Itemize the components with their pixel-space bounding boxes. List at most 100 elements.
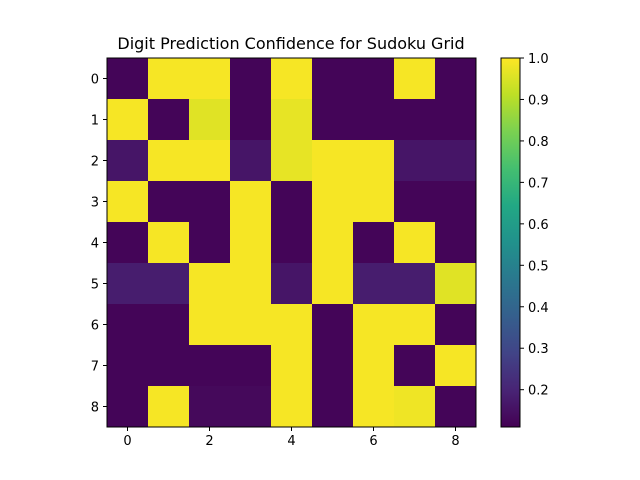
heatmap-cell [148, 140, 190, 182]
heatmap-cell [353, 222, 395, 264]
x-tick-label: 4 [287, 434, 295, 449]
heatmap-cell [353, 99, 395, 141]
heatmap-cell [312, 222, 354, 264]
colorbar-tick-label: 0.5 [528, 259, 549, 274]
heatmap-cell [394, 222, 436, 264]
heatmap-cell [230, 181, 272, 223]
heatmap-cell [394, 345, 436, 387]
heatmap-cell [353, 181, 395, 223]
x-tick-label: 0 [123, 434, 131, 449]
heatmap-cell [394, 181, 436, 223]
heatmap-cell [394, 140, 436, 182]
heatmap-cell [271, 304, 313, 346]
heatmap-cell [189, 140, 231, 182]
heatmap-cell [107, 99, 149, 141]
heatmap-cell [148, 181, 190, 223]
y-tick-label: 0 [91, 73, 99, 88]
heatmap-cell [435, 99, 477, 141]
heatmap-cell [107, 140, 149, 182]
heatmap-cell [353, 58, 395, 100]
heatmap-cell [107, 222, 149, 264]
colorbar-tick-label: 0.6 [528, 218, 549, 233]
heatmap-cell [312, 386, 354, 428]
heatmap-cell [312, 263, 354, 305]
y-tick-label: 5 [91, 278, 99, 293]
colorbar-tick-label: 0.2 [528, 384, 549, 399]
heatmap-cell [435, 58, 477, 100]
heatmap-cell [312, 345, 354, 387]
heatmap-cell [312, 58, 354, 100]
y-axis: 0 1 2 3 4 5 6 7 8 [91, 73, 107, 416]
heatmap-cell [107, 181, 149, 223]
y-tick-label: 7 [91, 360, 99, 375]
y-tick-label: 6 [91, 319, 99, 334]
heatmap-cell [394, 386, 436, 428]
heatmap-cell [189, 304, 231, 346]
x-axis: 0 2 4 6 8 [123, 427, 460, 449]
x-tick-label: 2 [205, 434, 213, 449]
y-tick-label: 1 [91, 114, 99, 129]
colorbar [500, 57, 521, 428]
heatmap-cell [189, 99, 231, 141]
heatmap-cell [435, 181, 477, 223]
heatmap-cell [148, 345, 190, 387]
heatmap-cell [394, 58, 436, 100]
heatmap-cell [230, 99, 272, 141]
heatmap-cell [394, 99, 436, 141]
heatmap-cell [271, 263, 313, 305]
heatmap-cell [230, 58, 272, 100]
heatmap-cell [148, 304, 190, 346]
heatmap-cells [107, 58, 477, 428]
heatmap-cell [230, 304, 272, 346]
heatmap-cell [271, 181, 313, 223]
heatmap-cell [148, 58, 190, 100]
heatmap-cell [271, 345, 313, 387]
heatmap-cell [353, 304, 395, 346]
heatmap-cell [435, 222, 477, 264]
heatmap-cell [353, 140, 395, 182]
heatmap-cell [353, 263, 395, 305]
heatmap-cell [394, 304, 436, 346]
heatmap-cell [271, 140, 313, 182]
heatmap-cell [435, 345, 477, 387]
chart-title: Digit Prediction Confidence for Sudoku G… [117, 34, 464, 53]
colorbar-ticks: 0.2 0.3 0.4 0.5 0.6 0.7 0.8 0.9 1.0 [520, 52, 549, 399]
heatmap-cell [107, 58, 149, 100]
heatmap-cell [107, 386, 149, 428]
colorbar-tick-label: 0.8 [528, 135, 549, 150]
heatmap-cell [312, 99, 354, 141]
heatmap-cell [189, 222, 231, 264]
colorbar-tick-label: 0.4 [528, 301, 549, 316]
heatmap-cell [435, 263, 477, 305]
heatmap-cell [107, 263, 149, 305]
heatmap-cell [312, 140, 354, 182]
heatmap-cell [435, 140, 477, 182]
colorbar-tick-label: 0.9 [528, 93, 549, 108]
y-tick-label: 8 [91, 401, 99, 416]
y-tick-label: 3 [91, 196, 99, 211]
heatmap-cell [353, 386, 395, 428]
heatmap-cell [271, 99, 313, 141]
heatmap-cell [230, 263, 272, 305]
heatmap-cell [230, 345, 272, 387]
heatmap-cell [189, 263, 231, 305]
x-tick-label: 6 [369, 434, 377, 449]
heatmap-cell [148, 99, 190, 141]
y-tick-label: 4 [91, 237, 99, 252]
heatmap-cell [312, 181, 354, 223]
heatmap-cell [312, 304, 354, 346]
heatmap-cell [230, 386, 272, 428]
heatmap-cell [271, 222, 313, 264]
heatmap-cell [230, 140, 272, 182]
y-tick-label: 2 [91, 155, 99, 170]
x-tick-label: 8 [451, 434, 459, 449]
heatmap-cell [107, 304, 149, 346]
colorbar-tick-label: 1.0 [528, 52, 549, 67]
heatmap-cell [148, 222, 190, 264]
heatmap-cell [189, 386, 231, 428]
heatmap-cell [353, 345, 395, 387]
heatmap-cell [435, 386, 477, 428]
heatmap-cell [148, 386, 190, 428]
heatmap-cell [189, 181, 231, 223]
